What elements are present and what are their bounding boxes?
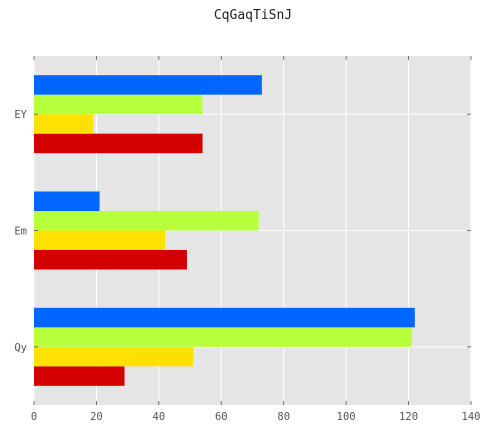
x-tick-label: 100 [337,411,356,423]
chart-title: CqGaqTiSnJ [214,8,292,23]
bar-Em-series-3 [34,191,100,211]
bar-Qy-series-2 [34,327,412,347]
bar-EY-series-0 [34,133,203,154]
x-tick-label: 0 [31,411,37,423]
x-tick-label: 140 [462,411,481,423]
x-tick-label: 120 [399,411,418,423]
bar-Em-series-1 [34,230,166,250]
bar-Em-series-0 [34,250,187,270]
bar-EY-series-1 [34,114,94,134]
bar-EY-series-3 [34,75,262,95]
bar-Qy-series-3 [34,307,415,328]
bar-Qy-series-1 [34,346,194,367]
y-tick-label: Qy [14,342,27,354]
x-tick-label: 20 [90,411,103,423]
x-tick-label: 40 [153,411,166,423]
axes: 0 20 40 60 80 100 120 140 Qy Em EY [14,56,480,423]
x-tick-label: 80 [277,411,290,423]
bars [34,75,415,386]
y-tick-label: EY [14,109,27,121]
x-tick-label: 60 [215,411,228,423]
bar-Em-series-2 [34,211,259,231]
bar-Qy-series-0 [34,366,125,386]
y-tick-label: Em [14,226,27,238]
bar-EY-series-2 [34,94,203,115]
